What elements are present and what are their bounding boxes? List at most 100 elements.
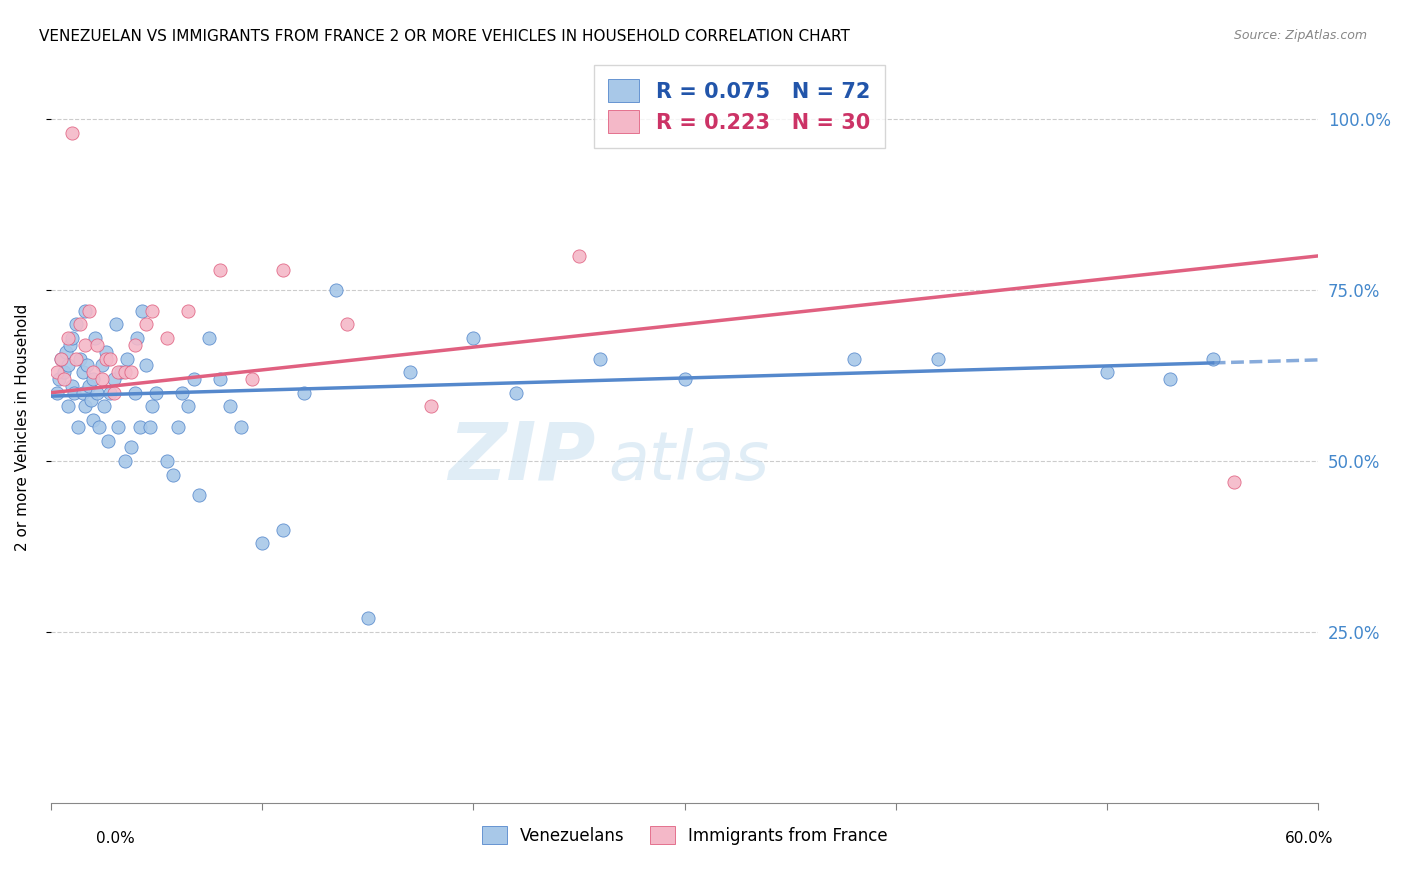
Point [76,359,98,373]
Point [51,351,73,366]
Point [52,365,75,379]
Point [145,385,167,400]
Point [177,303,200,318]
Point [65,351,87,366]
Point [198,331,221,345]
Point [156,454,179,468]
Point [505,385,527,400]
Point [98,385,121,400]
Point [82,365,104,379]
Point [1159,372,1181,386]
Point [250,536,273,550]
Point [86,385,108,400]
Point [94,351,117,366]
Point [156,331,179,345]
Point [107,420,129,434]
Point [60,331,83,345]
Point [90,372,112,386]
Point [69,318,91,332]
Point [114,454,136,468]
Point [141,303,163,318]
Text: Source: ZipAtlas.com: Source: ZipAtlas.com [1233,29,1367,42]
Point [589,351,612,366]
Point [56,359,79,373]
Point [271,523,294,537]
Point [420,400,443,414]
Text: 60.0%: 60.0% [1285,831,1333,846]
Point [170,385,193,400]
Point [673,372,696,386]
Point [335,318,357,332]
Legend: R = 0.075   N = 72, R = 0.223   N = 30: R = 0.075 N = 72, R = 0.223 N = 30 [593,65,884,148]
Point [60,126,83,140]
Point [124,338,146,352]
Point [120,441,142,455]
Point [399,365,422,379]
Point [73,400,96,414]
Text: ZIP: ZIP [449,418,596,496]
Point [73,303,96,318]
Point [89,420,111,434]
Point [131,303,153,318]
Point [59,338,82,352]
Point [69,351,91,366]
Point [93,400,115,414]
Point [271,262,294,277]
Point [1201,351,1223,366]
Point [80,392,103,407]
Point [1223,475,1246,489]
Point [46,385,69,400]
Text: 0.0%: 0.0% [96,831,135,846]
Point [219,400,242,414]
Point [135,359,157,373]
Point [52,372,75,386]
Point [292,385,315,400]
Point [114,365,136,379]
Point [94,344,117,359]
Point [115,351,138,366]
Point [107,365,129,379]
Point [72,365,94,379]
Point [103,385,125,400]
Point [77,379,100,393]
Point [56,331,79,345]
Point [67,420,90,434]
Point [208,262,231,277]
Text: VENEZUELAN VS IMMIGRANTS FROM FRANCE 2 OR MORE VEHICLES IN HOUSEHOLD CORRELATION: VENEZUELAN VS IMMIGRANTS FROM FRANCE 2 O… [39,29,851,44]
Point [110,365,132,379]
Point [127,331,149,345]
Point [60,379,83,393]
Point [139,420,162,434]
Point [568,249,591,263]
Point [162,467,184,482]
Point [141,400,163,414]
Point [63,385,86,400]
Point [183,372,205,386]
Point [46,365,69,379]
Point [65,318,87,332]
Point [73,338,96,352]
Point [86,338,108,352]
Point [48,372,70,386]
Point [120,365,142,379]
Point [72,385,94,400]
Point [97,434,120,448]
Point [463,331,485,345]
Point [124,385,146,400]
Point [98,351,121,366]
Point [208,372,231,386]
Point [1095,365,1118,379]
Point [166,420,188,434]
Point [325,283,347,297]
Point [187,488,209,502]
Point [842,351,865,366]
Point [82,413,104,427]
Point [103,372,125,386]
Y-axis label: 2 or more Vehicles in Household: 2 or more Vehicles in Household [15,303,30,550]
Point [128,420,150,434]
Point [240,372,263,386]
Point [56,400,79,414]
Point [105,318,128,332]
Point [51,351,73,366]
Point [90,359,112,373]
